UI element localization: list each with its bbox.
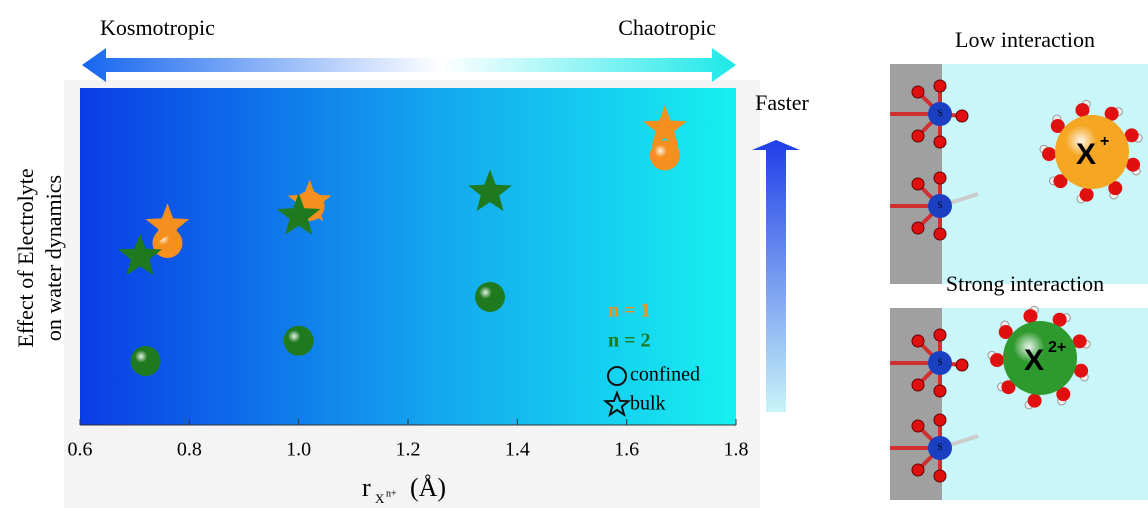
oxygen (934, 414, 946, 426)
oxygen (934, 228, 946, 240)
oxygen (934, 136, 946, 148)
atom-label: S (937, 357, 942, 367)
oxygen (912, 130, 924, 142)
panel-title: Low interaction (955, 27, 1095, 52)
y-axis-label: on water dynamics (41, 175, 66, 341)
legend-label: confined (630, 364, 700, 386)
arrow-label: Faster (755, 90, 809, 115)
water-o (1080, 188, 1094, 202)
oxygen (912, 420, 924, 432)
ion-label: X (1024, 344, 1044, 377)
water-o (990, 353, 1004, 367)
x-tick-label: 1.6 (614, 439, 639, 461)
water-o (1023, 309, 1037, 323)
oxygen (912, 335, 924, 347)
x-tick-label: 0.8 (177, 439, 202, 461)
x-tick-label: 0.6 (68, 439, 93, 461)
y-axis-label: Effect of Electrolyte (13, 168, 38, 347)
oxygen (912, 379, 924, 391)
legend-group: n = 1 (608, 300, 651, 322)
atom-label: S (937, 442, 942, 452)
ion-charge: + (1100, 133, 1109, 150)
oxygen (934, 172, 946, 184)
point-shine (475, 282, 505, 312)
legend-group: n = 2 (608, 330, 651, 352)
x-tick-label: 1.2 (396, 439, 421, 461)
panel-title: Strong interaction (946, 271, 1104, 296)
atom-label: S (937, 108, 942, 118)
atom-label: S (937, 200, 942, 210)
figure: Kosmotropic Chaotropic Faster Effect of … (0, 0, 1148, 508)
x-label-sup: n+ (386, 488, 397, 499)
x-tick-label: 1.0 (286, 439, 311, 461)
point-shine (131, 346, 161, 376)
water-o (1126, 158, 1140, 172)
arrow-label: Kosmotropic (100, 15, 215, 40)
x-tick-label: 1.4 (505, 439, 530, 461)
x-label-main: r (362, 473, 371, 502)
legend-label: bulk (630, 393, 666, 415)
water-o (1028, 394, 1042, 408)
oxygen (912, 222, 924, 234)
oxygen (934, 385, 946, 397)
ion-charge: 2+ (1048, 339, 1066, 356)
oxygen (912, 178, 924, 190)
water-o (1042, 147, 1056, 161)
oxygen (956, 110, 968, 122)
oxygen (934, 470, 946, 482)
oxygen (934, 80, 946, 92)
water-o (1074, 364, 1088, 378)
ion-label: X (1076, 138, 1096, 171)
arrow-label: Chaotropic (618, 15, 716, 40)
oxygen (912, 86, 924, 98)
oxygen (912, 464, 924, 476)
oxygen (956, 359, 968, 371)
x-label-sub: X (375, 491, 385, 506)
trend-arrow (82, 48, 736, 82)
point-shine (284, 326, 314, 356)
water-o (1075, 103, 1089, 117)
oxygen (934, 329, 946, 341)
x-tick-label: 1.8 (724, 439, 749, 461)
x-label-unit: (Å) (410, 473, 446, 502)
